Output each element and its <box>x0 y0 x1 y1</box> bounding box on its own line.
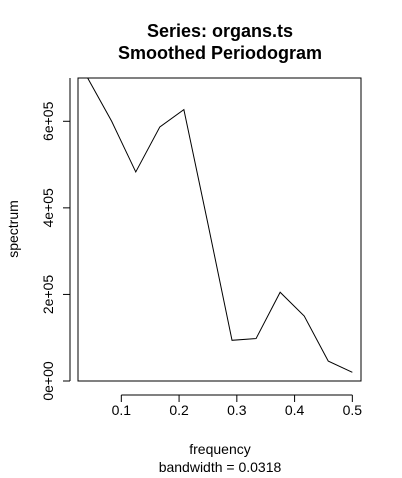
x-tick-label: 0.3 <box>227 402 247 418</box>
chart-title: Series: organs.ts <box>147 21 293 41</box>
x-tick-label: 0.2 <box>169 402 189 418</box>
x-axis-bandwidth-note: bandwidth = 0.0318 <box>159 459 282 475</box>
y-tick-label: 2e+05 <box>40 275 56 315</box>
plot-box <box>77 77 362 382</box>
y-tick-label: 0e+00 <box>40 361 56 401</box>
series-layer <box>87 77 353 373</box>
chart-subtitle: Smoothed Periodogram <box>118 43 322 63</box>
y-axis-label: spectrum <box>5 200 21 258</box>
x-tick-label: 0.4 <box>285 402 305 418</box>
spectrum-line <box>87 77 353 373</box>
x-tick-label: 0.5 <box>343 402 363 418</box>
x-axis-label: frequency <box>189 441 250 457</box>
y-tick-label: 4e+05 <box>40 188 56 228</box>
x-axis: 0.1 0.2 0.3 0.4 0.5 <box>112 394 363 418</box>
y-axis: 0e+00 2e+05 4e+05 6e+05 <box>40 78 71 401</box>
x-tick-label: 0.1 <box>112 402 132 418</box>
y-tick-label: 6e+05 <box>40 101 56 141</box>
